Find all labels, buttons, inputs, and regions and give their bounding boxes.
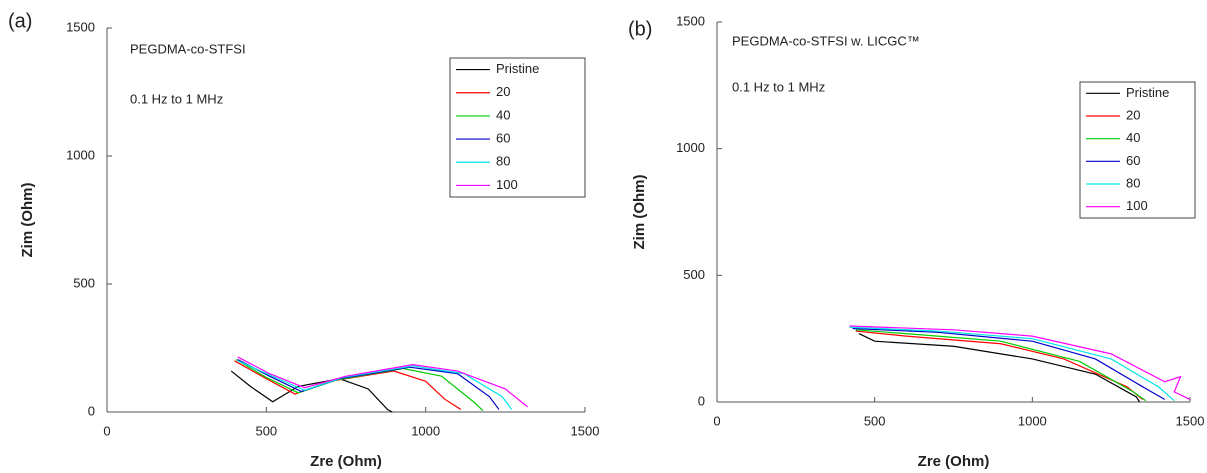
legend-label: 20 (496, 84, 510, 99)
legend-label: 60 (1126, 153, 1140, 168)
panel-label: (a) (8, 10, 32, 32)
y-tick-label: 0 (88, 403, 95, 418)
legend-label: 20 (1126, 107, 1140, 122)
data-line (855, 329, 1147, 402)
annotation: PEGDMA-co-STFSI w. LICGC™ (732, 33, 920, 48)
legend-label: Pristine (1126, 85, 1169, 100)
panel-label: (b) (628, 18, 652, 40)
y-tick-label: 500 (683, 267, 705, 282)
x-tick-label: 1000 (411, 423, 440, 438)
data-line (235, 359, 484, 412)
data-line (237, 358, 500, 410)
data-line (237, 360, 513, 410)
x-axis-title: Zre (Ohm) (918, 453, 990, 470)
x-tick-label: 0 (103, 423, 110, 438)
y-tick-label: 500 (73, 275, 95, 290)
x-axis-title: Zre (Ohm) (310, 453, 382, 470)
annotation: 0.1 Hz to 1 MHz (732, 79, 825, 94)
x-tick-label: 1500 (1176, 413, 1205, 428)
data-line (849, 325, 1191, 401)
y-tick-label: 1500 (676, 13, 705, 28)
data-line (852, 327, 1166, 400)
x-tick-label: 500 (864, 413, 886, 428)
legend-label: 60 (496, 131, 510, 146)
legend-label: 80 (1126, 175, 1140, 190)
x-tick-label: 0 (713, 413, 720, 428)
legend-label: 100 (1126, 198, 1148, 213)
y-axis-title: Zim (Ohm) (631, 175, 648, 250)
legend-label: 100 (496, 177, 518, 192)
legend-box (1079, 81, 1196, 219)
legend-label: 40 (1126, 130, 1140, 145)
data-line (230, 370, 393, 413)
y-tick-label: 0 (698, 393, 705, 408)
y-tick-label: 1000 (676, 140, 705, 155)
annotation: PEGDMA-co-STFSI (130, 41, 246, 56)
y-tick-label: 1000 (66, 147, 95, 162)
data-line (855, 330, 1144, 400)
legend-label: 40 (496, 107, 510, 122)
x-tick-label: 1000 (1018, 413, 1047, 428)
annotation: 0.1 Hz to 1 MHz (130, 91, 223, 106)
x-tick-label: 500 (255, 423, 277, 438)
data-line (849, 326, 1175, 402)
legend-box (449, 57, 586, 198)
y-axis-title: Zim (Ohm) (19, 183, 36, 258)
data-line (237, 356, 529, 408)
y-tick-label: 1500 (66, 19, 95, 34)
data-line (858, 333, 1141, 403)
legend-label: Pristine (496, 61, 539, 76)
x-tick-label: 1500 (571, 423, 600, 438)
legend-label: 80 (496, 154, 510, 169)
